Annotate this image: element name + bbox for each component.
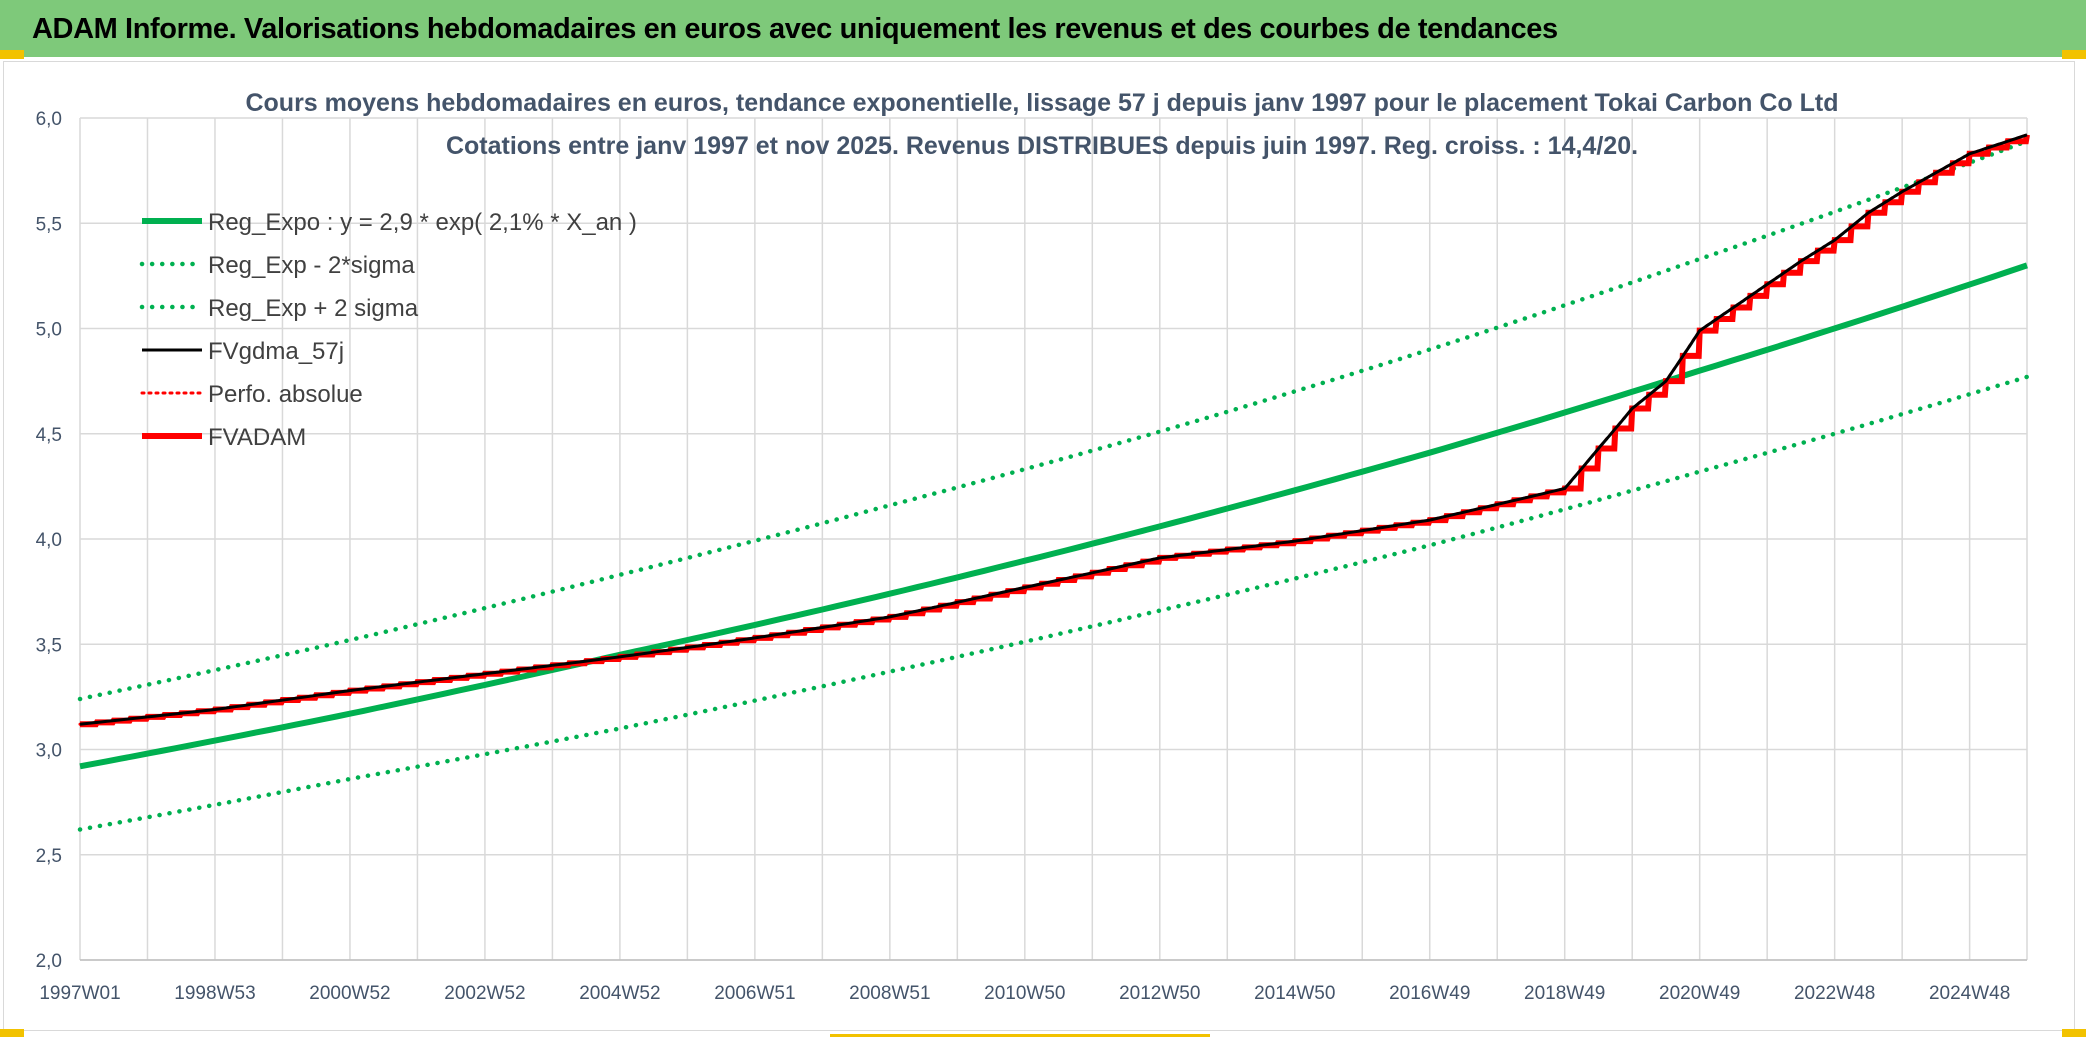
page-title: ADAM Informe. Valorisations hebdomadaire…	[32, 13, 1558, 45]
legend-label-1: Reg_Exp - 2*sigma	[208, 252, 415, 279]
chart-subtitle: Cotations entre janv 1997 et nov 2025. R…	[446, 132, 1638, 160]
chart-frame	[3, 61, 2075, 1031]
x-tick-label: 2020W49	[1659, 983, 1740, 1004]
accent-corner-top-right	[2062, 50, 2086, 59]
y-tick-label: 3,5	[36, 635, 62, 656]
x-tick-label: 2006W51	[714, 983, 795, 1004]
series-line-0	[79, 262, 2028, 770]
x-tick-label: 2008W51	[849, 983, 930, 1004]
x-tick-label: 2024W48	[1929, 983, 2010, 1004]
x-tick-label: 2022W48	[1794, 983, 1875, 1004]
accent-bar-bottom	[830, 1034, 1210, 1037]
x-tick-label: 2010W50	[984, 983, 1065, 1004]
grid	[79, 117, 2028, 961]
chart-title: Cours moyens hebdomadaires en euros, ten…	[245, 89, 1838, 117]
accent-corner-bottom-left	[0, 1029, 24, 1037]
legend-label-4: Perfo. absolue	[208, 381, 363, 408]
x-tick-label: 1997W01	[39, 983, 120, 1004]
y-tick-label: 6,0	[36, 109, 62, 130]
series	[77, 133, 2030, 832]
x-tick-label: 2012W50	[1119, 983, 1200, 1004]
series-line-1	[77, 374, 2030, 832]
x-tick-label: 2004W52	[579, 983, 660, 1004]
series-line-3	[79, 133, 2028, 726]
x-tick-label: 2002W52	[444, 983, 525, 1004]
chart-titles: Cours moyens hebdomadaires en euros, ten…	[245, 89, 1838, 160]
header-band	[0, 0, 2086, 57]
y-tick-label: 3,0	[36, 741, 62, 762]
y-tick-label: 2,0	[36, 951, 62, 972]
accent-corner-bottom-right	[2062, 1029, 2086, 1037]
axes: 2,0 2,5 3,0 3,5 4,0 4,5 5,0 5,5 6,0 1997W01 1998W5…	[36, 109, 2027, 1004]
accent-corner-top-left	[0, 50, 24, 59]
legend-label-3: FVgdma_57j	[208, 338, 344, 365]
x-tick-label: 2018W49	[1524, 983, 1605, 1004]
x-tick-label: 2016W49	[1389, 983, 1470, 1004]
y-tick-label: 2,5	[36, 846, 62, 867]
legend-label-2: Reg_Exp + 2 sigma	[208, 295, 419, 322]
x-tick-label: 1998W53	[174, 983, 255, 1004]
y-tick-label: 5,5	[36, 214, 62, 235]
x-tick-label: 2014W50	[1254, 983, 1335, 1004]
series-line-2	[77, 138, 2030, 702]
legend-label-0: Reg_Expo : y = 2,9 * exp( 2,1% * X_an )	[208, 209, 637, 236]
legend: Reg_Expo : y = 2,9 * exp( 2,1% * X_an ) R…	[139, 209, 637, 451]
y-tick-label: 4,5	[36, 425, 62, 446]
legend-label-5: FVADAM	[208, 424, 306, 451]
y-tick-label: 5,0	[36, 320, 62, 341]
y-tick-label: 4,0	[36, 530, 62, 551]
x-tick-label: 2000W52	[309, 983, 390, 1004]
